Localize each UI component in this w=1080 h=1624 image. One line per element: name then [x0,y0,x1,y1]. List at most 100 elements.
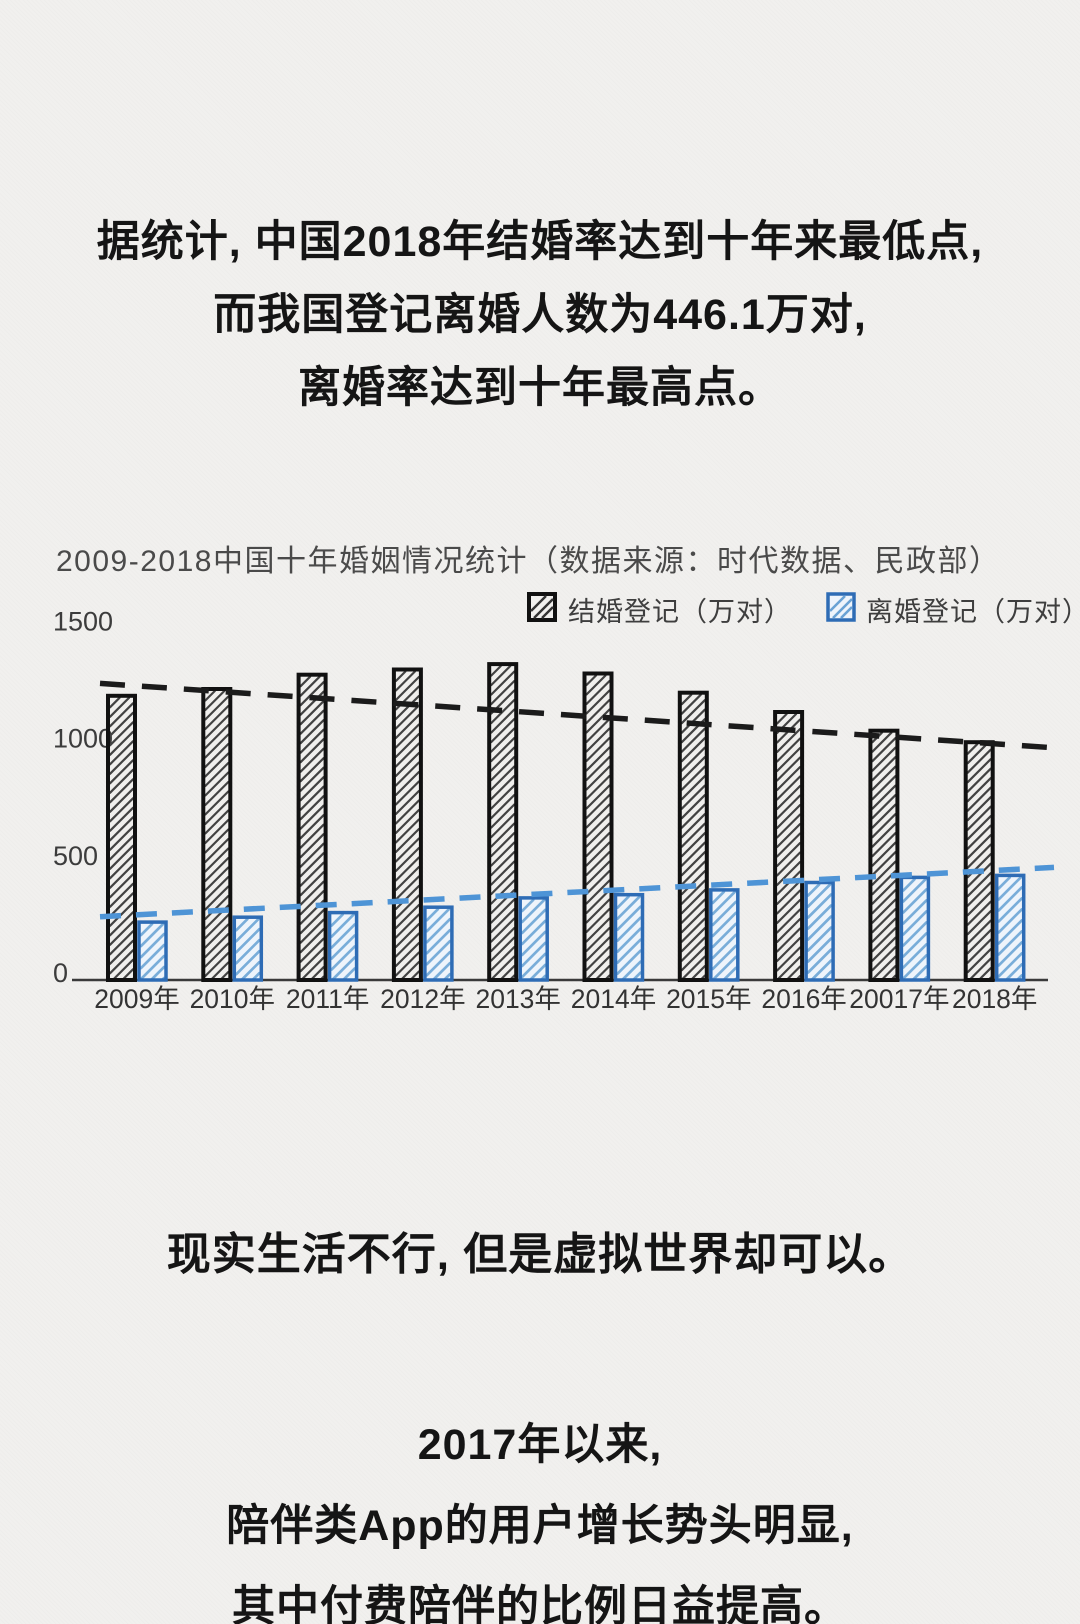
marriage-bar-hatch [966,948,992,974]
marriage-bar-hatch [680,727,706,753]
marriage-bar-hatch [871,794,897,820]
marriage-bar-hatch [394,903,420,930]
marriage-bar-hatch [775,737,802,763]
marriage-bar-hatch [871,775,897,801]
marriage-bar-hatch [108,825,135,851]
marriage-bar-hatch [966,881,992,907]
divorce-bar-hatch [902,932,928,958]
marriage-bar-hatch [585,850,611,877]
chart-title: 2009-2018中国十年婚姻情况统计（数据来源：时代数据、民政部） [56,545,1001,578]
marriage-bar-hatch [490,664,512,687]
marriage-bar-hatch [490,908,516,934]
divorce-bar-hatch [425,917,452,944]
x-label-2009年: 2009年 [94,984,179,1014]
marriage-bar-hatch [775,756,802,782]
bottom-line-2: 陪伴类App的用户增长势头明显, [226,1502,854,1550]
marriage-bar-hatch [299,757,325,783]
marriage-bar-hatch [490,917,516,943]
marriage-bar-hatch [299,675,321,697]
marriage-bar-hatch [871,746,897,772]
marriage-bar-hatch [108,806,135,832]
marriage-bar-hatch [775,927,802,953]
divorce-bar-hatch [711,900,738,927]
divorce-bar-hatch [234,949,261,976]
divorce-bar-hatch [425,950,452,977]
divorce-bar-hatch [902,910,928,936]
marriage-bar-hatch [880,965,897,982]
marriage-bar-hatch [499,965,516,982]
divorce-bar-hatch [616,938,642,965]
marriage-bar-hatch [108,749,135,775]
marriage-bar-hatch [966,743,979,755]
marriage-bar-hatch [585,812,611,839]
marriage-bar-hatch [108,873,135,899]
marriage-bar-hatch [871,898,897,924]
marriage-bar-hatch [299,738,325,764]
marriage-bar-hatch [299,776,325,802]
marriage-bar-hatch [680,841,706,867]
divorce-bar-20017年 [899,875,931,982]
marriage-bar-hatch [871,813,897,839]
marriage-bar-hatch [680,832,706,858]
marriage-bar-hatch [966,843,992,869]
marriage-bar-hatch [490,746,516,772]
marriage-bar-hatch [111,958,135,982]
marriage-bar-hatch [394,922,420,949]
marriage-bar-hatch [204,689,226,712]
marriage-bar-hatch [204,932,230,959]
divorce-bar-hatch [139,932,166,959]
marriage-bar-hatch [490,699,516,725]
marriage-bar-hatch [204,942,230,968]
marriage-bar-hatch [871,731,893,753]
x-label-2016年: 2016年 [761,984,846,1014]
divorce-bar-hatch [806,937,833,963]
x-label-2011年: 2011年 [286,984,370,1014]
marriage-bar-hatch [585,746,611,772]
marriage-bar-hatch [204,723,230,750]
marriage-bar-hatch [204,913,230,940]
divorce-bar-hatch [431,961,452,982]
divorce-hatch-swatch-icon [826,591,856,627]
x-label-2013年: 2013年 [475,984,560,1014]
marriage-bar-hatch [394,894,420,920]
marriage-bar-hatch [775,803,802,830]
marriage-bar-hatch [204,704,230,731]
marriage-bar-hatch [966,815,992,841]
marriage-bar-hatch [490,679,516,706]
divorce-bar-hatch [616,895,630,910]
marriage-bar-hatch [204,695,230,721]
marriage-bar-hatch [775,860,802,887]
divorce-bar-hatch [997,930,1024,956]
marriage-bar-hatch [204,742,230,769]
marriage-bar-hatch [490,832,516,858]
marriage-bar-hatch [204,733,230,759]
marriage-bar-hatch [299,700,325,726]
divorce-bar-hatch [997,941,1024,967]
marriage-bar-hatch [299,785,325,811]
marriage-bar-hatch [775,784,802,811]
marriage-bar-hatch [680,756,706,782]
marriage-bar-hatch [585,888,611,915]
marriage-bar-hatch [585,689,611,715]
x-label-2018年: 2018年 [952,984,1037,1014]
x-label-2015年: 2015年 [666,984,751,1014]
marriage-bar-hatch [680,898,706,924]
marriage-bar-hatch [108,797,135,823]
marriage-bar-hatch [775,727,802,754]
divorce-bar-hatch [425,939,452,966]
divorce-bar-hatch [997,897,1024,923]
marriage-bar-hatch [108,768,135,794]
divorce-bar-hatch [234,917,249,932]
marriage-bar-hatch [299,928,325,954]
legend-item-divorce: 离婚登记（万对） [826,591,1080,627]
marriage-bar-hatch [585,879,611,905]
marriage-bar-2018年 [963,740,995,982]
marriage-bar-hatch [108,696,131,718]
divorce-bar-hatch [806,948,833,974]
marriage-bar-hatch [490,946,516,972]
legend-label-divorce: 离婚登记（万对） [866,596,1080,627]
marriage-bar-hatch [966,872,992,898]
divorce-bar-hatch [330,956,356,982]
marriage-bar-hatch [871,832,897,858]
divorce-bar-hatch [330,923,356,949]
